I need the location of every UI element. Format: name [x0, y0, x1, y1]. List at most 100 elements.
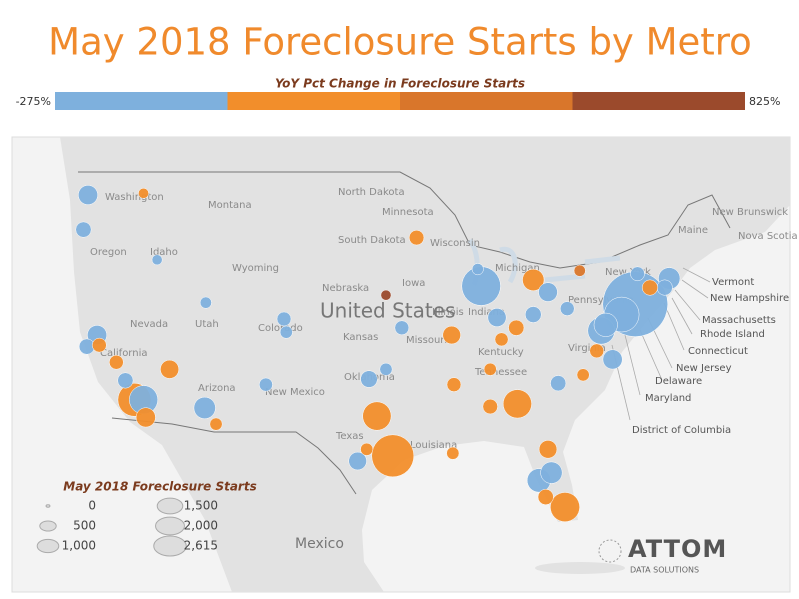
state-label: Oregon [90, 247, 127, 258]
metro-bubble [138, 187, 149, 199]
callout-label: Connecticut [688, 346, 748, 357]
state-label: Iowa [402, 278, 425, 289]
logo-mark [598, 539, 622, 563]
map-labels: Washington Oregon Idaho Montana Wyoming … [90, 187, 798, 552]
metro-bubble [524, 306, 542, 323]
metro-bubble [508, 319, 525, 336]
metro-bubble [380, 289, 392, 301]
leader-line [671, 297, 693, 335]
color-segment [55, 92, 228, 110]
state-label: Kansas [343, 332, 378, 343]
metro-bubble [92, 337, 107, 353]
metro-bubble [550, 375, 567, 392]
color-legend-title: YoY Pct Change in Foreclosure Starts [275, 77, 525, 91]
callout-label: Vermont [712, 277, 754, 288]
metro-bubble [641, 279, 658, 296]
color-segment [572, 92, 745, 110]
state-label: New Mexico [265, 387, 325, 398]
state-label: Virginia [568, 343, 606, 354]
state-label: Arizona [198, 383, 236, 394]
leader-line [624, 334, 641, 396]
state-label: Tennessee [474, 367, 527, 378]
metro-bubble [656, 279, 673, 296]
state-label: New Brunswick [712, 207, 788, 218]
state-label: Illinois [432, 307, 464, 318]
metro-bubble [135, 407, 156, 428]
metro-bubble [360, 370, 378, 388]
metro-bubble [348, 451, 367, 471]
leader-line [682, 267, 711, 283]
metro-bubble [494, 332, 509, 347]
callout-labels: Vermont New Hampshire Massachusetts Rhod… [632, 277, 789, 436]
logo-tagline: DATA SOLUTIONS [630, 566, 699, 575]
metro-bubble [199, 296, 212, 309]
state-label: Wisconsin [430, 238, 480, 249]
metro-bubble [160, 359, 180, 379]
metro-bubble [362, 401, 392, 431]
basemap [11, 136, 791, 593]
callout-label: Maryland [645, 393, 691, 404]
metro-bubble [209, 417, 223, 431]
metro-bubble [446, 377, 462, 392]
metro-bubble [109, 354, 124, 370]
callout-label: Massachusetts [702, 315, 776, 326]
metro-bubble [471, 263, 484, 276]
metro-bubble [538, 440, 558, 459]
metro-bubble [630, 266, 645, 282]
color-legend: -275% 825% [16, 92, 780, 110]
state-label: Maine [678, 225, 708, 236]
size-legend-label: 2,615 [184, 539, 218, 553]
country-label: Mexico [295, 536, 344, 552]
title: May 2018 Foreclosure Starts by Metro [48, 21, 752, 64]
state-label: Utah [195, 319, 219, 330]
metro-bubble [559, 301, 575, 316]
size-legend-circle [36, 538, 60, 554]
metro-bubble [602, 349, 623, 370]
state-label: Missouri [406, 335, 447, 346]
size-legend: 0 500 1,000 1,500 2,000 2,615 [36, 497, 218, 557]
size-legend-circle [45, 504, 51, 508]
metro-bubble [360, 442, 374, 456]
size-legend-label: 500 [73, 519, 96, 533]
metro-bubble [279, 325, 293, 339]
state-label: South Dakota [338, 235, 406, 246]
metro-bubble [550, 492, 580, 522]
state-label: Washington [105, 192, 164, 203]
callout-label: New Jersey [676, 363, 732, 374]
land [60, 137, 790, 592]
color-segment [227, 92, 400, 110]
size-legend-label: 1,000 [62, 539, 96, 553]
metro-bubble [276, 311, 292, 327]
size-legend-circle [153, 535, 187, 557]
size-legend-circle [156, 497, 184, 515]
metro-bubble [482, 398, 498, 415]
size-legend-label: 1,500 [184, 499, 218, 513]
country-label: United States [320, 299, 455, 323]
state-label: California [100, 348, 148, 359]
metro-bubble [538, 282, 558, 302]
island [535, 562, 625, 574]
size-legend-label: 2,000 [184, 519, 218, 533]
logo: ATTOM DATA SOLUTIONS [598, 535, 726, 575]
metro-bubble [193, 396, 216, 419]
callout-label: Delaware [655, 376, 702, 387]
metro-bubble [487, 308, 507, 327]
metro-bubble [258, 377, 273, 392]
state-label: Indiana [468, 307, 505, 318]
metro-bubble [537, 488, 554, 505]
metro-bubble [502, 389, 532, 419]
metro-bubble [446, 446, 460, 460]
metro-bubble [75, 221, 92, 238]
metro-bubble [408, 229, 425, 246]
metro-bubbles [75, 185, 681, 522]
metro-bubble [371, 434, 415, 478]
metro-bubble [589, 343, 605, 359]
metro-bubble [540, 461, 563, 484]
callouts [611, 267, 711, 421]
state-label: Louisiana [410, 440, 457, 451]
color-legend-label: -275% [16, 95, 51, 108]
metro-bubble [573, 264, 586, 277]
metro-bubble [483, 362, 497, 376]
state-label: Nova Scotia [738, 231, 798, 242]
